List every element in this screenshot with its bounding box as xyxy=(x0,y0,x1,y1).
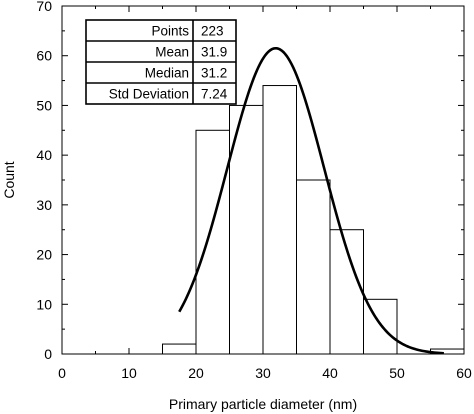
y-tick-label: 50 xyxy=(36,97,52,113)
x-axis-title: Primary particle diameter (nm) xyxy=(169,396,357,412)
x-tick-label: 40 xyxy=(322,365,338,381)
y-tick-label: 60 xyxy=(36,48,52,64)
y-tick-label: 70 xyxy=(36,0,52,14)
histogram-bar-30-35 xyxy=(262,85,297,355)
stats-table: Points 223 Mean 31.9 Median 31.2 Std Deviation… xyxy=(85,19,237,105)
stats-label-median: Median xyxy=(145,66,189,81)
x-tick-label: 60 xyxy=(456,365,472,381)
y-tick-label: 10 xyxy=(36,296,52,312)
stats-label-mean: Mean xyxy=(155,45,189,60)
histogram-bar-35-40 xyxy=(296,179,331,355)
stats-value-mean: 31.9 xyxy=(201,45,227,60)
x-tick-label: 50 xyxy=(389,365,405,381)
y-tick-label: 20 xyxy=(36,247,52,263)
stats-value-points: 223 xyxy=(201,24,224,39)
y-tick-label: 0 xyxy=(44,346,52,362)
x-tick-label: 20 xyxy=(188,365,204,381)
histogram-bars xyxy=(162,85,465,355)
y-axis-ticks: 0 10 20 30 40 50 60 70 xyxy=(36,0,464,362)
stats-label-points: Points xyxy=(151,24,189,39)
histogram-bar-15-20 xyxy=(162,343,197,355)
x-tick-label: 10 xyxy=(121,365,137,381)
stats-label-std-deviation: Std Deviation xyxy=(109,87,189,102)
x-axis-ticks: 0 10 20 30 40 50 60 xyxy=(58,6,472,381)
x-tick-label: 0 xyxy=(58,365,66,381)
stats-value-median: 31.2 xyxy=(201,66,227,81)
stats-value-std-deviation: 7.24 xyxy=(201,87,228,102)
y-axis-title: Count xyxy=(1,161,17,198)
gaussian-fit-curve xyxy=(178,46,444,355)
x-tick-label: 30 xyxy=(255,365,271,381)
y-tick-label: 40 xyxy=(36,147,52,163)
y-tick-label: 30 xyxy=(36,197,52,213)
histogram-bar-20-25 xyxy=(195,129,230,355)
